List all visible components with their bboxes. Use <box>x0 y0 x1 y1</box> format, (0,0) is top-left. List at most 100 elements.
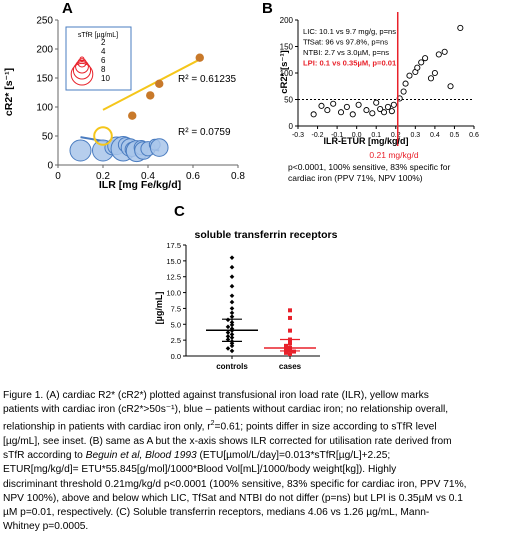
data-point-controls <box>225 337 231 342</box>
data-point-controls <box>225 334 231 339</box>
caption-line-5: sTfR according to Beguin et al, Blood 19… <box>3 450 391 462</box>
y-tick-label-b: 0 <box>289 122 294 131</box>
y-tick-label-b: 100 <box>280 69 294 78</box>
stats-box-b: LIC: 10.1 vs 9.7 mg/g, p=ns TfSat: 96 vs … <box>303 27 397 68</box>
chart-c: C soluble transferrin receptors 0.0 2.5 5.… <box>154 203 338 371</box>
data-point-b <box>384 103 392 110</box>
category-label-c: controls <box>216 362 248 371</box>
data-point-cases <box>284 350 288 355</box>
y-tick-label-c: 2.5 <box>171 336 181 345</box>
y-tick-label-a: 100 <box>36 103 53 114</box>
caption-line-2: patients with cardiac iron (cR2*>50s⁻¹),… <box>3 404 449 416</box>
panel-a: A 0 50 100 150 200 250 0 0.2 0.4 0.6 0.8 sTfR [µg/… <box>0 0 260 191</box>
data-point-controls <box>229 310 235 316</box>
data-point-no-cardiac-iron <box>69 139 92 162</box>
data-point-b <box>457 24 464 32</box>
x-tick-label-a: 0 <box>55 171 61 182</box>
chart-title-c: soluble transferrin receptors <box>195 229 338 241</box>
y-axis-label-b: cR2* [s⁻¹] <box>279 50 290 94</box>
legend-entry: 2 <box>101 38 106 47</box>
data-point-b <box>373 99 380 106</box>
x-tick-label-b: -0.2 <box>312 132 324 139</box>
data-point-controls <box>229 314 235 319</box>
x-axis-label-b: ILR-ETUR [mg/kg/d] <box>324 136 409 146</box>
x-tick-label-a: 0.2 <box>96 171 110 182</box>
data-point-b <box>324 107 331 114</box>
x-tick-label-b: 0.5 <box>450 132 460 139</box>
data-point-controls <box>229 283 235 289</box>
data-point-b <box>418 59 425 66</box>
caption-line-3: relationship in patients with cardiac ir… <box>3 420 437 433</box>
data-point-controls <box>229 274 235 280</box>
data-point-controls <box>229 299 235 305</box>
data-point-b <box>402 80 409 87</box>
legend-entry: 6 <box>101 56 106 65</box>
data-point-b <box>343 103 350 110</box>
x-tick-label-b: -0.3 <box>292 132 304 139</box>
y-axis-label-c: [µg/mL] <box>154 292 164 325</box>
chart-a: A 0 50 100 150 200 250 0 0.2 0.4 0.6 0.8 sTfR [µg/… <box>3 0 245 191</box>
stats-line: NTBI: 2.7 vs 3.0µM, p=ns <box>303 48 389 57</box>
x-tick-label-b: 0.4 <box>430 132 440 139</box>
threshold-note-2: cardiac iron (PPV 71%, NPV 100%) <box>288 173 423 183</box>
legend-size-circle <box>70 62 94 86</box>
category-label-c: cases <box>279 362 302 371</box>
data-point-cases <box>292 349 296 354</box>
x-axis-label-a: ILR [mg Fe/kg/d] <box>99 179 181 190</box>
y-tick-label-c: 7.5 <box>171 304 181 313</box>
data-point-b <box>337 109 345 116</box>
data-point-b <box>363 107 370 114</box>
data-point-b <box>377 105 384 113</box>
data-point-controls <box>229 348 235 354</box>
data-point-cases <box>288 315 292 320</box>
data-point-b <box>310 111 317 118</box>
data-point-b <box>422 55 429 62</box>
y-tick-label-c: 12.5 <box>166 273 181 282</box>
y-tick-label-c: 15.0 <box>166 257 181 266</box>
data-point-cases <box>284 343 288 348</box>
caption-line-6: ETUR[mg/kg/d]= ETU*55.845[g/mol]/1000*Bl… <box>3 464 397 476</box>
legend-entry: 10 <box>101 74 110 83</box>
data-point-b <box>414 64 421 71</box>
panel-label-a: A <box>62 0 73 17</box>
x-tick-label-b: -0.1 <box>331 132 343 139</box>
y-tick-label-a: 150 <box>36 74 53 85</box>
caption-line-4: [µg/mL], see inset. (B) same as A but th… <box>3 436 452 447</box>
data-point-b <box>390 101 397 108</box>
y-tick-label-a: 0 <box>47 161 53 172</box>
data-point-controls <box>225 317 231 323</box>
data-point-cases <box>288 308 292 313</box>
data-point-b <box>435 51 442 58</box>
x-tick-label-b: 0.6 <box>469 132 479 139</box>
y-tick-label-c: 10.0 <box>166 289 181 298</box>
legend-size-circle <box>72 61 92 80</box>
data-point-controls <box>229 264 235 270</box>
data-point-b <box>427 75 435 82</box>
data-point-controls <box>229 293 235 299</box>
y-axis-label-a: cR2* [s⁻¹] <box>3 68 15 116</box>
stats-line: TfSat: 96 vs 97.8%, p=ns <box>303 38 388 47</box>
y-tick-label-a: 200 <box>36 45 53 56</box>
panel-label-c: C <box>174 203 185 220</box>
threshold-note-1: p<0.0001, 100% sensitive, 83% specific f… <box>288 162 450 172</box>
data-point-cardiac-iron <box>155 79 164 89</box>
panel-c: C soluble transferrin receptors 0.0 2.5 5.… <box>150 200 370 380</box>
data-point-b <box>355 101 362 108</box>
data-point-controls <box>229 255 235 260</box>
data-point-b <box>431 69 438 77</box>
x-tick-label-a: 0.4 <box>141 171 155 182</box>
y-tick-label-b: 50 <box>284 96 293 105</box>
data-point-controls <box>229 343 235 349</box>
x-tick-label-b: 0.2 <box>391 132 401 139</box>
data-point-b <box>380 109 388 116</box>
y-tick-label-a: 50 <box>42 132 54 143</box>
data-point-cardiac-iron <box>195 53 204 62</box>
y-tick-label-b: 150 <box>280 43 294 52</box>
r-squared-cardiac: R² = 0.61235 <box>178 74 237 85</box>
data-point-b <box>369 110 376 117</box>
r-squared-noncardiac: R² = 0.0759 <box>178 127 231 138</box>
data-point-b <box>388 108 395 115</box>
data-point-cases <box>288 328 292 333</box>
data-point-b <box>318 102 325 109</box>
